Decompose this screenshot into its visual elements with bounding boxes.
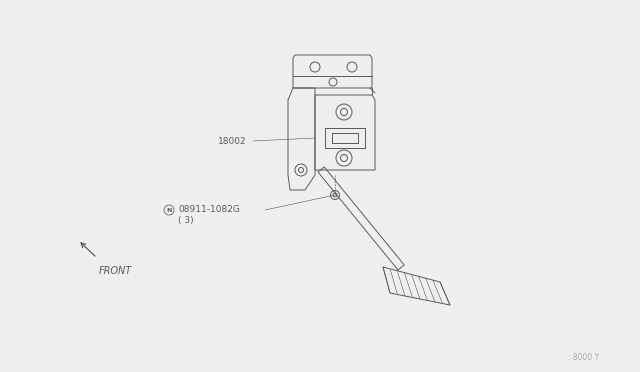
Text: 18002: 18002 xyxy=(218,137,246,145)
Text: 08911-1082G: 08911-1082G xyxy=(178,205,240,215)
Text: N: N xyxy=(166,208,172,213)
Text: FRONT: FRONT xyxy=(99,266,132,276)
Text: ( 3): ( 3) xyxy=(178,217,194,225)
Text: : 8000 Y: : 8000 Y xyxy=(568,353,599,362)
